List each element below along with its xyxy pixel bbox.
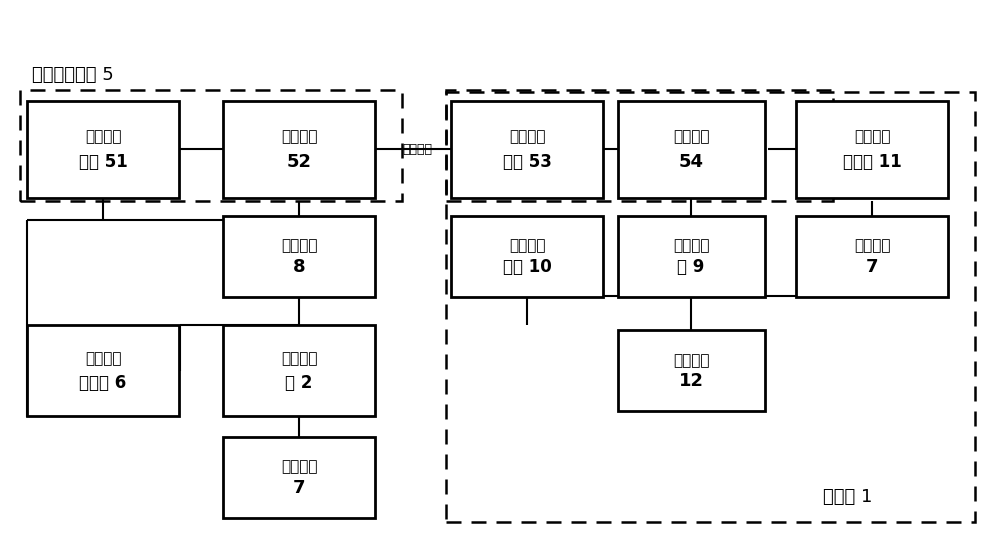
Bar	[446, 90, 833, 202]
Text: 第一控制: 第一控制	[281, 351, 317, 366]
Text: 无线连接: 无线连接	[402, 143, 432, 156]
Bar	[223, 216, 375, 296]
Bar	[223, 325, 375, 416]
Bar	[796, 216, 948, 296]
Text: 器 2: 器 2	[285, 373, 313, 392]
Text: 电路 53: 电路 53	[503, 153, 552, 171]
Bar	[27, 325, 179, 416]
Bar	[451, 216, 603, 296]
Bar	[618, 330, 765, 411]
Bar	[618, 216, 765, 296]
Text: 第二控制: 第二控制	[673, 238, 709, 253]
Bar	[27, 101, 179, 198]
Bar	[223, 437, 375, 518]
Text: 第二信号: 第二信号	[854, 130, 891, 145]
Bar	[20, 90, 402, 202]
Text: 7: 7	[293, 479, 305, 497]
Bar	[223, 101, 375, 198]
Text: 芯片 10: 芯片 10	[503, 258, 552, 276]
Text: 微处理器: 微处理器	[673, 353, 709, 368]
Text: 充电电路: 充电电路	[673, 130, 709, 145]
Text: 无人机 1: 无人机 1	[823, 488, 873, 506]
Bar	[618, 101, 765, 198]
Text: 发射电路: 发射电路	[281, 130, 317, 145]
Bar	[446, 92, 975, 522]
Text: 54: 54	[679, 153, 704, 171]
Text: 第一信号: 第一信号	[85, 351, 121, 366]
Text: 12: 12	[679, 372, 704, 390]
Text: 收发器 11: 收发器 11	[843, 153, 902, 171]
Text: 8: 8	[293, 258, 305, 276]
Text: 无线充电模块 5: 无线充电模块 5	[32, 66, 113, 84]
Text: 器 9: 器 9	[677, 258, 705, 276]
Text: 7: 7	[866, 258, 879, 276]
Text: 52: 52	[287, 153, 312, 171]
Bar	[796, 101, 948, 198]
Bar	[451, 101, 603, 198]
Text: 供电电源: 供电电源	[85, 130, 121, 145]
Text: 收发器 6: 收发器 6	[79, 373, 127, 392]
Text: 电量检测: 电量检测	[509, 238, 546, 253]
Text: 电路 51: 电路 51	[79, 153, 127, 171]
Text: 接收转换: 接收转换	[509, 130, 546, 145]
Text: 安全模块: 安全模块	[281, 238, 317, 253]
Text: 位置模块: 位置模块	[281, 459, 317, 474]
Text: 位置模块: 位置模块	[854, 238, 891, 253]
